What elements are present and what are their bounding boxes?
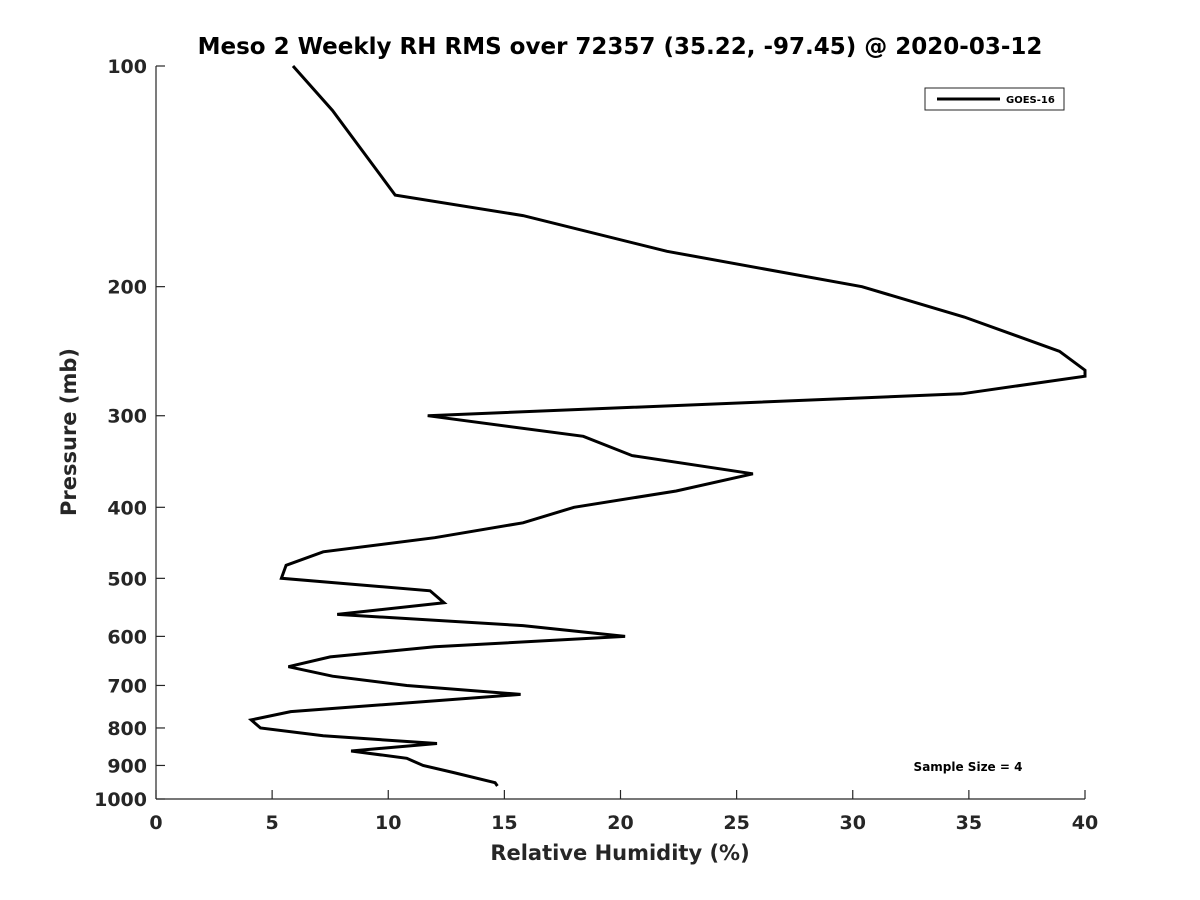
x-tick-label-20: 20	[607, 812, 633, 834]
x-axis-label: Relative Humidity (%)	[490, 841, 749, 865]
legend: GOES-16	[924, 87, 1065, 111]
y-ticks: 100 200 300 400 500 600 700 800 900 1000	[94, 56, 165, 811]
y-tick-label-800: 800	[107, 718, 147, 740]
y-tick-label-100: 100	[107, 56, 147, 78]
series-line-goes-16	[247, 65, 1087, 787]
y-tick-label-500: 500	[107, 568, 147, 590]
x-tick-label-15: 15	[491, 812, 517, 834]
x-tick-label-0: 0	[149, 812, 162, 834]
y-tick-label-400: 400	[107, 497, 147, 519]
series-group	[247, 65, 1087, 787]
x-tick-label-10: 10	[375, 812, 401, 834]
x-tick-label-30: 30	[840, 812, 866, 834]
sample-size-annotation: Sample Size = 4	[914, 760, 1023, 774]
y-tick-label-200: 200	[107, 277, 147, 299]
x-tick-label-5: 5	[266, 812, 279, 834]
x-tick-label-40: 40	[1072, 812, 1098, 834]
y-tick-label-600: 600	[107, 626, 147, 648]
y-tick-label-300: 300	[107, 406, 147, 428]
y-tick-label-700: 700	[107, 675, 147, 697]
x-tick-label-35: 35	[956, 812, 982, 834]
x-tick-label-25: 25	[723, 812, 749, 834]
y-tick-label-1000: 1000	[94, 789, 147, 811]
legend-label-goes-16: GOES-16	[1006, 95, 1055, 106]
plot-area	[155, 66, 1085, 800]
y-axis-label: Pressure (mb)	[57, 348, 81, 516]
y-tick-label-900: 900	[107, 755, 147, 777]
x-ticks: 0 5 10 15 20 25 30 35 40	[149, 790, 1098, 834]
chart-title: Meso 2 Weekly RH RMS over 72357 (35.22, …	[198, 34, 1043, 60]
